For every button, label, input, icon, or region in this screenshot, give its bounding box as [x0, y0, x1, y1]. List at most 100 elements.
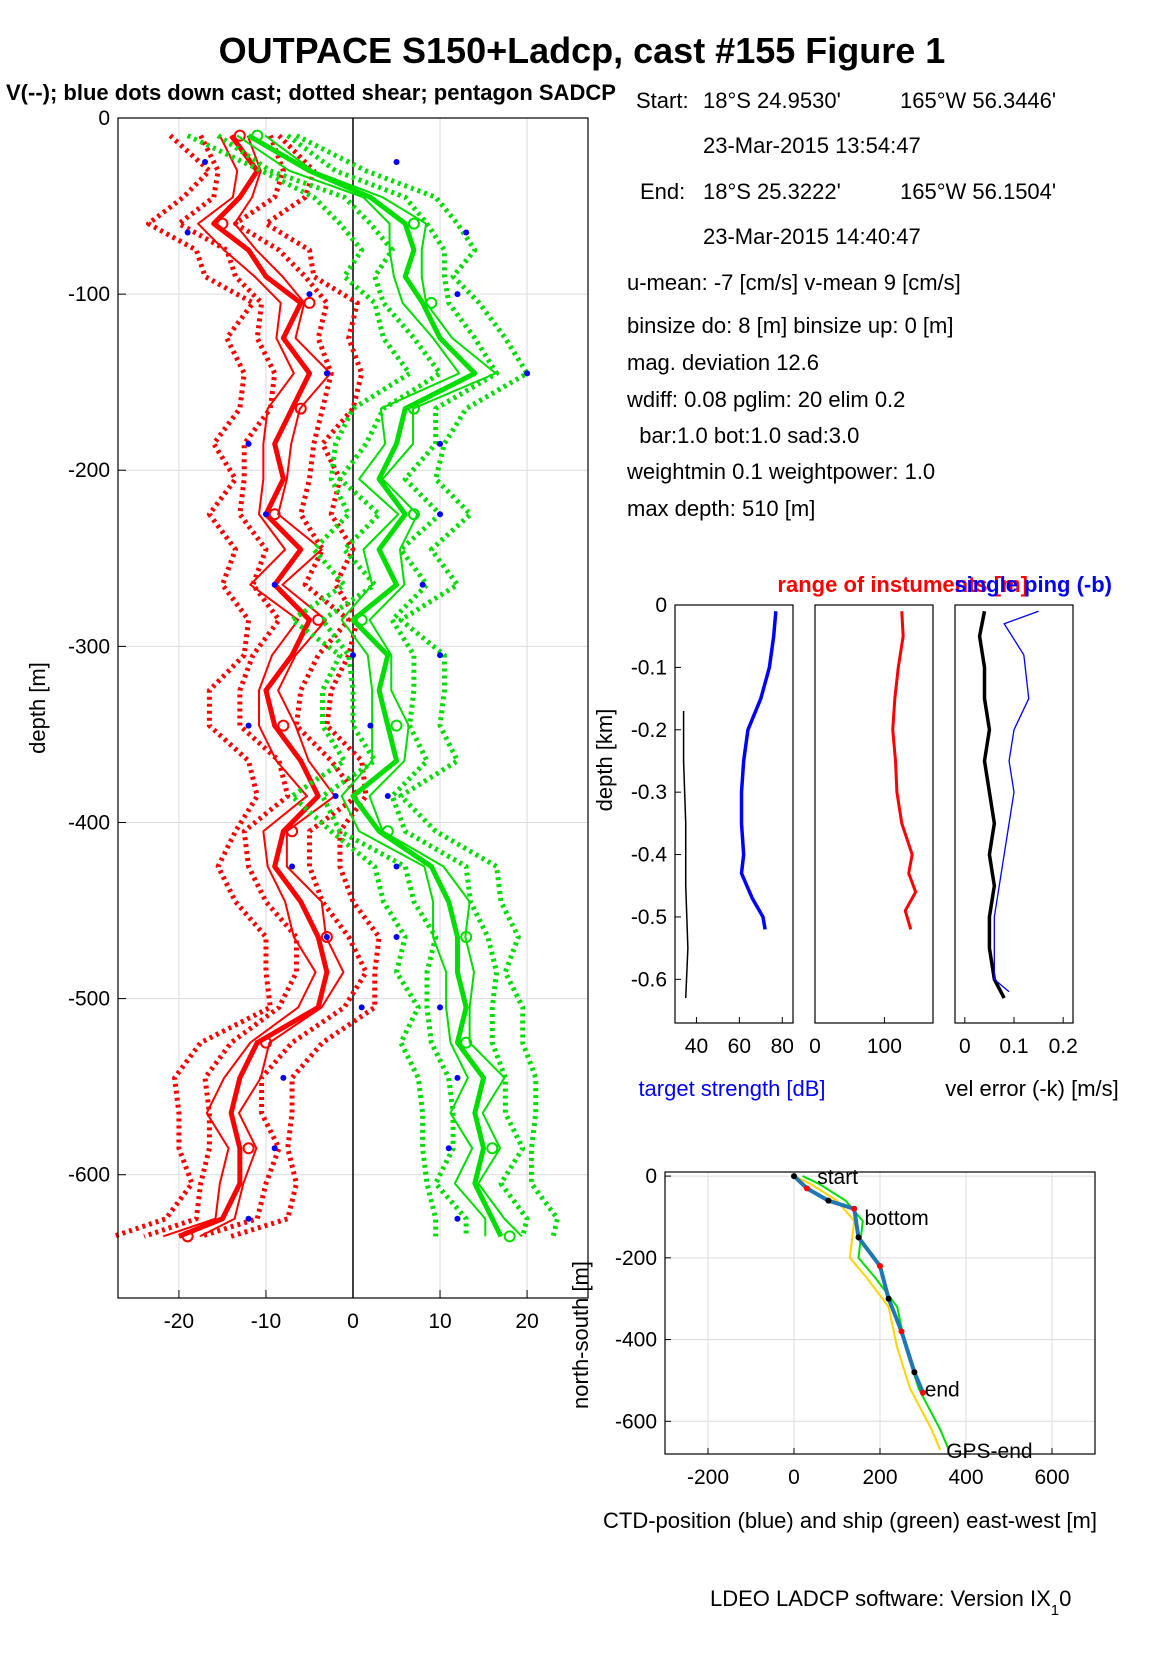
wdiff: wdiff: 0.08 pglim: 20 elim 0.2 — [626, 387, 905, 412]
x-tick-label: -20 — [164, 1310, 194, 1333]
y-tick-label: -400 — [68, 811, 110, 834]
v-sadcp-marker — [460, 930, 473, 943]
down-cast-dot — [437, 652, 444, 659]
x-tick-label: 0 — [959, 1035, 971, 1058]
u-profile-line — [230, 133, 382, 1239]
v-sadcp-marker — [390, 719, 403, 732]
target-strength-xlabel: target strength [dB] — [638, 1076, 825, 1101]
target-strength-line — [739, 611, 778, 930]
single-ping-title: single ping (-b) — [954, 572, 1112, 597]
v-profile-line — [216, 133, 469, 1237]
figure-subtitle: V(--); blue dots down cast; dotted shear… — [6, 80, 616, 105]
v-profile-line — [247, 133, 504, 1238]
vel-error-panel: 0 0.1 0.2 — [954, 604, 1078, 1058]
x-tick-label: 400 — [948, 1466, 983, 1489]
range-panel: 0 100 — [809, 604, 934, 1058]
weight-settings: weightmin 0.1 weightpower: 1.0 — [626, 459, 935, 484]
x-tick-label: -200 — [687, 1466, 729, 1489]
panel-box — [814, 604, 934, 1024]
vel-error-line — [977, 610, 1006, 999]
y-tick-label: -200 — [615, 1247, 657, 1270]
down-cast-dot — [454, 1215, 461, 1222]
start-label: Start: — [636, 88, 689, 113]
y-tick-label: 0 — [655, 594, 667, 617]
profile-series — [112, 118, 561, 1298]
y-tick-label: -200 — [68, 459, 110, 482]
range-line — [891, 611, 918, 930]
u-sadcp-marker — [216, 217, 229, 230]
software-version: LDEO LADCP software: Version IX10 — [710, 1586, 1071, 1619]
down-cast-dot — [358, 1004, 365, 1011]
end-time: 23-Mar-2015 14:40:47 — [703, 224, 921, 249]
position-panel: start bottom end GPS-end -200 0 200 400 600 0 -200… — [615, 1165, 1096, 1489]
v-profile-line — [236, 134, 487, 1237]
down-cast-dot — [437, 511, 444, 518]
v-sadcp-marker — [503, 1230, 516, 1243]
down-cast-dot — [245, 722, 252, 729]
ship-alt-track — [793, 1175, 942, 1451]
down-cast-dot — [393, 159, 400, 166]
y-tick-label: -600 — [615, 1410, 657, 1433]
target-strength-panel: 40 60 80 0 -0.1 -0.2 -0.3 -0.4 -0.5 -0.6 — [631, 594, 794, 1058]
figure-title: OUTPACE S150+Ladcp, cast #155 Figure 1 — [219, 30, 946, 71]
y-tick-label: -0.5 — [631, 906, 667, 929]
u-sadcp-marker — [242, 1142, 255, 1155]
down-cast-dot — [245, 440, 252, 447]
v-sadcp-marker — [486, 1142, 499, 1155]
down-cast-dot — [393, 863, 400, 870]
down-cast-dot — [454, 1074, 461, 1081]
position-xlabel: CTD-position (blue) and ship (green) eas… — [603, 1508, 1097, 1533]
bar-settings: bar:1.0 bot:1.0 sad:3.0 — [627, 423, 859, 448]
down-cast-dot — [393, 933, 400, 940]
down-cast-dot — [245, 1215, 252, 1222]
single-ping-line — [993, 610, 1039, 993]
y-tick-label: 0 — [98, 107, 110, 130]
down-cast-dot — [332, 793, 339, 800]
v-sadcp-marker — [407, 402, 420, 415]
panel-box — [954, 604, 1074, 1024]
v-sadcp-marker — [460, 1036, 473, 1049]
start-time: 23-Mar-2015 13:54:47 — [703, 133, 921, 158]
y-tick-label: -600 — [68, 1164, 110, 1187]
small-panels-ylabel: depth [km] — [592, 709, 617, 812]
y-tick-label: 0 — [645, 1165, 657, 1188]
track-point — [920, 1389, 926, 1396]
v-sadcp-marker — [407, 508, 420, 521]
down-cast-dot — [202, 159, 209, 166]
x-tick-label: 600 — [1034, 1466, 1069, 1489]
y-tick-label: -300 — [68, 635, 110, 658]
track-point — [911, 1369, 918, 1376]
vel-error-xlabel: vel error (-k) [m/s] — [945, 1076, 1119, 1101]
x-tick-label: -10 — [251, 1310, 281, 1333]
end-lat: 18°S 25.3222' — [703, 179, 841, 204]
x-tick-label: 60 — [728, 1035, 751, 1058]
max-depth: max depth: 510 [m] — [627, 496, 815, 521]
u-profile-line — [162, 135, 317, 1238]
range-title: range of instuments [m] — [777, 572, 1028, 597]
v-profile-line — [286, 133, 530, 1237]
u-sadcp-marker — [181, 1230, 194, 1243]
u-profile-line — [199, 135, 345, 1238]
u-sadcp-marker — [259, 1036, 272, 1049]
y-tick-label: -0.6 — [631, 968, 667, 991]
x-tick-label: 40 — [685, 1035, 708, 1058]
down-cast-dot — [306, 291, 313, 298]
down-cast-dot — [463, 229, 470, 236]
v-sadcp-marker — [251, 129, 264, 142]
down-cast-dot — [323, 370, 330, 377]
u-sadcp-marker — [286, 825, 299, 838]
start-lat: 18°S 24.9530' — [703, 88, 841, 113]
down-cast-dot — [271, 1145, 278, 1152]
u-sadcp-marker — [233, 129, 246, 142]
v-profile-line — [264, 134, 523, 1238]
ship-track — [802, 1175, 950, 1451]
u-sadcp-marker — [320, 930, 333, 943]
x-tick-label: 0 — [347, 1310, 359, 1333]
x-tick-label: 200 — [862, 1466, 897, 1489]
y-tick-label: -0.1 — [631, 656, 667, 679]
track-label: bottom — [865, 1207, 929, 1230]
end-label: End: — [640, 179, 685, 204]
down-cast-dot — [280, 1074, 287, 1081]
u-sadcp-marker — [312, 613, 325, 626]
